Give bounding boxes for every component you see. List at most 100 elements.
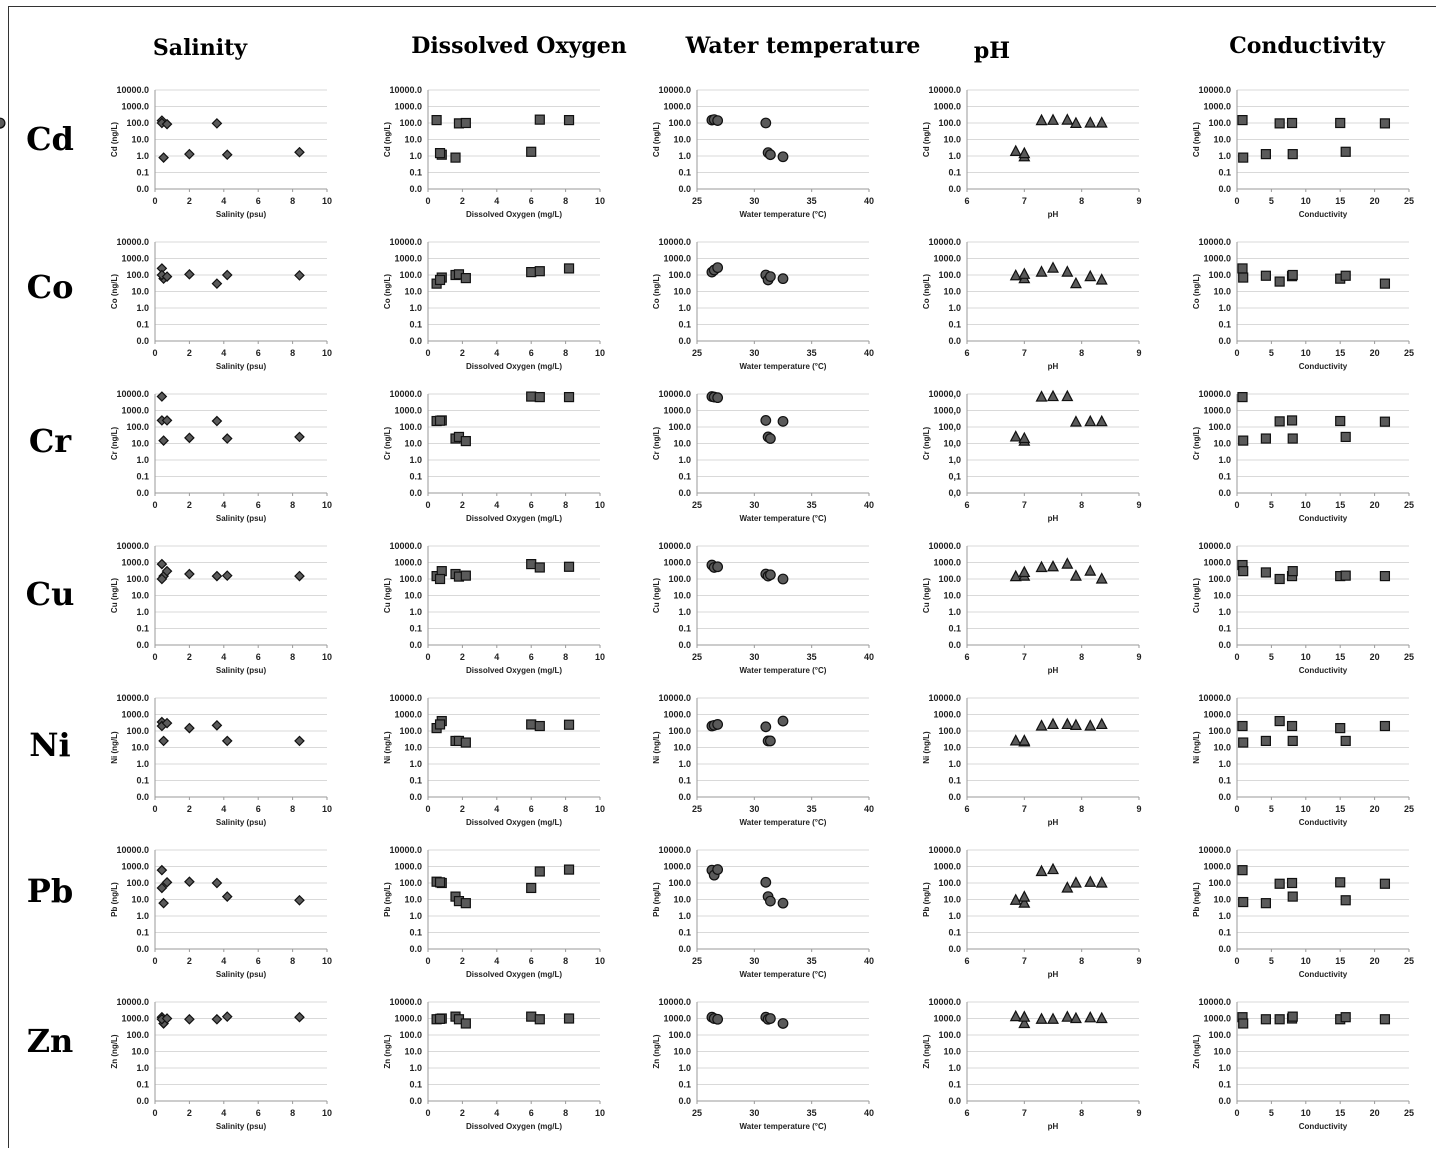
data-point [1238, 272, 1249, 283]
x-tick-label: 10 [595, 652, 605, 662]
x-tick-label: 10 [1301, 1108, 1311, 1118]
data-point [294, 146, 305, 158]
y-tick-label: 100.0 [126, 422, 149, 432]
data-point [1061, 389, 1074, 402]
y-tick-label: 1000.0 [663, 558, 691, 568]
column-title-water-temperature: Water temperature [685, 33, 921, 59]
x-tick-label: 7 [1022, 196, 1027, 206]
y-tick-label: 0.1 [948, 776, 961, 786]
x-axis-label: Salinity (psu) [216, 970, 267, 979]
data-point [764, 433, 776, 444]
y-tick-label: 0.0 [136, 488, 149, 498]
x-tick-label: 25 [1404, 956, 1414, 966]
data-point [1095, 116, 1108, 128]
x-tick-label: 5 [1269, 652, 1274, 662]
x-axis-label: Water temperature (°C) [740, 362, 827, 371]
data-point [1340, 895, 1351, 906]
y-tick-label: 10.0 [673, 591, 691, 601]
x-tick-label: 8 [290, 1108, 295, 1118]
data-point [1287, 735, 1298, 747]
y-tick-label: 100.0 [668, 726, 691, 736]
panel-co-dissolved-oxygen: 0.0 0.1 1.0 10.0 100.0 1000.0 10000.0 0 2 4 6 8 10 Di… [383, 237, 605, 371]
y-tick-label: 10000.0 [389, 85, 422, 95]
y-tick-label: 0.1 [1218, 472, 1231, 482]
data-point [764, 271, 776, 282]
y-tick-label: 100.0 [938, 726, 961, 736]
x-tick-label: 25 [692, 1108, 702, 1118]
y-tick-label: 1.0 [1218, 911, 1231, 921]
y-tick-label: 0.0 [136, 640, 149, 650]
x-tick-label: 0 [152, 652, 157, 662]
x-tick-label: 8 [290, 196, 295, 206]
x-axis-label: Dissolved Oxygen (mg/L) [466, 818, 562, 827]
data-point [434, 415, 446, 426]
x-axis-label: Dissolved Oxygen (mg/L) [466, 514, 562, 523]
data-point [1238, 435, 1249, 446]
x-axis-label: pH [1048, 970, 1059, 979]
panel-pb-conductivity: 0.0 0.1 1.0 10.0 100.0 1000.0 10000.0 0 5 10 15 20 2… [1192, 845, 1414, 979]
y-tick-label: 100.0 [126, 270, 149, 280]
y-tick-label: 10000.0 [116, 693, 149, 703]
x-tick-label: 30 [749, 348, 759, 358]
x-axis-label: Salinity (psu) [216, 514, 267, 523]
x-tick-label: 4 [494, 1108, 499, 1118]
y-tick-label: 1.0 [136, 607, 149, 617]
x-tick-label: 20 [1370, 1108, 1380, 1118]
data-point [1061, 881, 1074, 893]
data-point [1061, 717, 1074, 730]
data-point [158, 152, 169, 163]
data-point [211, 570, 223, 582]
data-point [161, 717, 173, 729]
y-axis-label: Ni (ng/L) [383, 731, 392, 764]
data-point [1069, 116, 1082, 128]
data-point [434, 719, 446, 730]
data-point [460, 1018, 471, 1029]
data-point [1260, 433, 1271, 444]
data-point [156, 391, 168, 402]
y-tick-label: 0.1 [1218, 168, 1231, 178]
data-point [158, 897, 169, 909]
data-point [764, 1013, 776, 1024]
x-axis-label: pH [1048, 818, 1059, 827]
x-tick-label: 35 [807, 652, 817, 662]
x-tick-label: 0 [152, 956, 157, 966]
y-tick-label: 1000.0 [121, 1014, 149, 1024]
data-point [460, 435, 471, 447]
data-point [1237, 391, 1248, 403]
data-point [221, 1011, 233, 1022]
data-point [1095, 717, 1108, 730]
data-point [1274, 118, 1285, 129]
data-point [1287, 1011, 1298, 1022]
x-tick-label: 6 [529, 804, 534, 814]
panel-cr-salinity: 0.0 0.1 1.0 10.0 100.0 1000.0 10000.0 0 2 4 6 8 10 Sa… [110, 389, 332, 523]
data-point [434, 274, 446, 286]
y-tick-label: 10.0 [673, 135, 691, 145]
x-tick-label: 25 [692, 348, 702, 358]
y-tick-label: 0,0 [948, 488, 961, 498]
data-point [460, 570, 471, 581]
panel-pb-dissolved-oxygen: 0.0 0.1 1.0 10.0 100.0 1000.0 10000.0 0 2 4 6 8 10 Di… [383, 845, 605, 979]
y-tick-label: 1.0 [1218, 455, 1231, 465]
y-tick-label: 1.0 [948, 759, 961, 769]
data-point [712, 719, 724, 730]
y-axis-label: Cr (ng/L) [652, 427, 661, 461]
panel-cd-conductivity: 0.0 0.1 1.0 10.0 100.0 1000.0 10000.0 0 5 10 15 20 2… [1192, 85, 1414, 219]
y-tick-label: 1.0 [136, 303, 149, 313]
y-tick-label: 0.1 [409, 776, 422, 786]
data-point [1035, 719, 1048, 731]
y-tick-label: 10.0 [673, 743, 691, 753]
y-tick-label: 1000.0 [121, 254, 149, 264]
data-point [534, 1014, 545, 1025]
y-tick-label: 100.0 [399, 726, 422, 736]
data-point [777, 151, 789, 163]
y-tick-label: 10.0 [131, 439, 149, 449]
x-tick-label: 30 [749, 1108, 759, 1118]
x-tick-label: 8 [290, 348, 295, 358]
data-point [526, 146, 537, 157]
x-tick-label: 7 [1022, 1108, 1027, 1118]
data-point [534, 266, 545, 277]
y-tick-label: 1.0 [678, 607, 691, 617]
data-point [526, 558, 537, 570]
x-tick-label: 0 [1234, 348, 1239, 358]
y-tick-label: 1000.0 [663, 862, 691, 872]
